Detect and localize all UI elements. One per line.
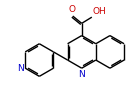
Text: O: O	[69, 5, 76, 14]
Text: N: N	[17, 64, 24, 73]
Text: OH: OH	[93, 7, 106, 16]
Text: N: N	[78, 69, 85, 78]
